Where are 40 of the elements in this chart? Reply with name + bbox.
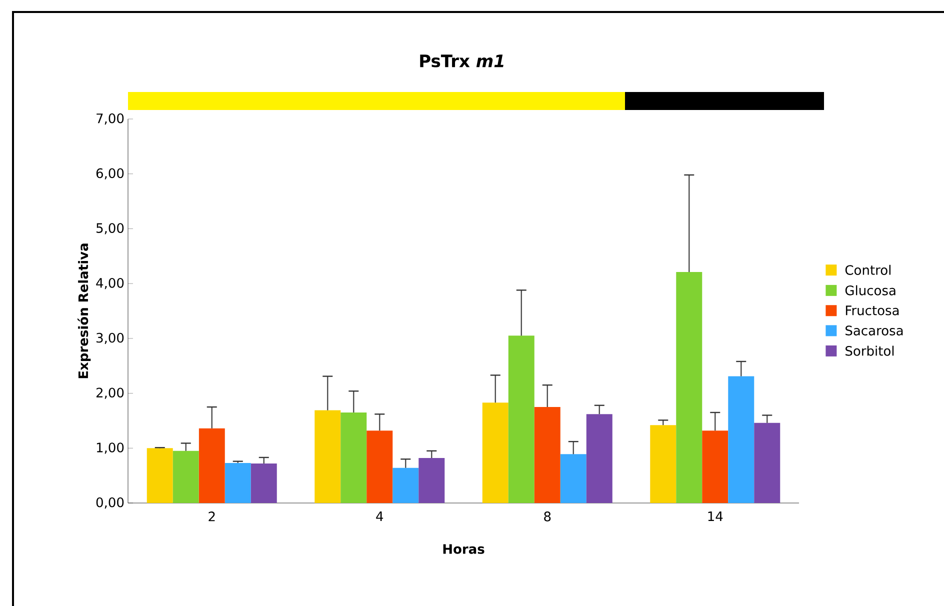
bar — [650, 425, 676, 503]
bar — [418, 458, 445, 503]
y-tick-label: 7,00 — [96, 113, 124, 125]
y-tick-label: 0,00 — [96, 497, 124, 509]
bar — [224, 462, 251, 503]
y-tick-label: 6,00 — [96, 168, 124, 180]
bar — [172, 450, 199, 503]
bar — [586, 414, 612, 503]
y-tick-label: 1,00 — [96, 442, 124, 454]
x-tick-label: 14 — [708, 512, 723, 522]
y-tick-label: 5,00 — [96, 223, 124, 234]
bar — [676, 272, 702, 503]
x-tick-label: 4 — [376, 512, 384, 522]
bar — [340, 412, 367, 503]
y-tick-label: 2,00 — [96, 388, 124, 399]
bar — [508, 336, 534, 503]
bar — [314, 410, 341, 503]
bar — [728, 376, 754, 503]
bar — [366, 430, 393, 503]
legend-label: Fructosa — [846, 306, 899, 316]
x-axis-title: Horas — [443, 544, 484, 554]
bar — [534, 407, 560, 503]
x-tick-label: 8 — [544, 512, 551, 522]
y-tick-label: 3,00 — [96, 332, 124, 344]
bar — [250, 464, 277, 503]
bar — [560, 454, 586, 503]
legend-label: Sacarosa — [846, 326, 903, 336]
y-tick-label: 4,00 — [96, 278, 124, 290]
legend-label: Glucosa — [845, 285, 896, 296]
x-tick-label: 2 — [208, 512, 215, 522]
bar — [392, 468, 419, 503]
chart-title: PsTrx m1 — [420, 54, 504, 68]
legend-label: Sorbitol — [846, 346, 894, 356]
bar — [198, 428, 225, 503]
bar — [754, 422, 780, 503]
bar — [146, 448, 173, 503]
bar — [702, 430, 728, 503]
y-axis-title: Expresión Relativa — [78, 244, 91, 378]
bar — [482, 402, 508, 503]
legend-label: Control — [845, 264, 890, 275]
